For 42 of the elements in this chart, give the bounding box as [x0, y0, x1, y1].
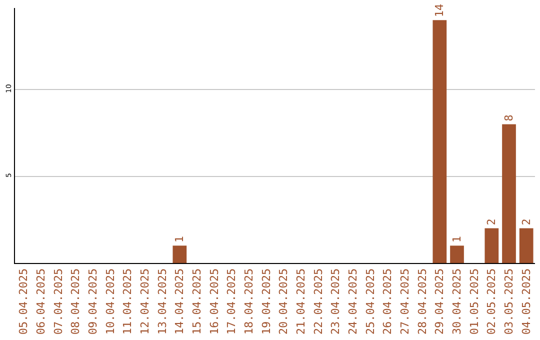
bar: [172, 246, 187, 263]
x-tick-label: 24.04.2025: [346, 268, 360, 335]
x-tick-label: 28.04.2025: [416, 268, 429, 335]
x-tick-label: 02.05.2025: [485, 268, 498, 335]
data-label: 8: [502, 114, 516, 122]
x-tick-label: 26.04.2025: [381, 268, 394, 335]
x-tick-label: 19.04.2025: [260, 268, 273, 335]
x-tick-label: 21.04.2025: [294, 268, 308, 335]
x-tick-label: 23.04.2025: [329, 268, 342, 335]
x-tick-label: 13.04.2025: [156, 268, 169, 335]
x-tick-label: 14.04.2025: [173, 268, 186, 335]
x-tick-label: 20.04.2025: [277, 268, 290, 335]
bar: [519, 228, 534, 263]
x-tick-label: 12.04.2025: [138, 268, 152, 335]
bar: [484, 228, 499, 263]
data-label: 2: [520, 218, 533, 226]
x-tick-label: 08.04.2025: [69, 268, 82, 335]
x-tick-label: 04.05.2025: [520, 268, 533, 335]
data-label: 1: [173, 236, 186, 243]
x-tick-label: 11.04.2025: [121, 268, 134, 335]
x-tick-label: 17.04.2025: [225, 268, 238, 335]
x-tick-label: 25.04.2025: [364, 268, 377, 335]
x-tick-label: 18.04.2025: [242, 268, 256, 335]
bar: [432, 20, 447, 263]
x-tick-label: 01.05.2025: [468, 268, 481, 335]
x-tick-label: 10.04.2025: [104, 268, 117, 335]
x-tick-label: 27.04.2025: [398, 268, 412, 335]
data-label: 2: [485, 218, 498, 226]
data-label: 1: [450, 236, 464, 243]
bar: [502, 124, 516, 263]
x-tick-label: 07.04.2025: [52, 268, 65, 335]
x-tick-label: 30.04.2025: [450, 268, 464, 335]
x-tick-label: 16.04.2025: [208, 268, 221, 335]
x-tick-label: 06.04.2025: [34, 268, 48, 335]
x-tick-label: 29.04.2025: [433, 268, 446, 335]
x-tick-label: 03.05.2025: [502, 268, 516, 335]
data-label: 14: [433, 4, 446, 18]
bar: [450, 246, 464, 263]
x-tick-label: 15.04.2025: [190, 268, 204, 335]
x-tick-label: 22.04.2025: [312, 268, 325, 335]
x-tick-label: 09.04.2025: [86, 268, 100, 335]
x-tick-label: 05.04.2025: [17, 268, 30, 335]
